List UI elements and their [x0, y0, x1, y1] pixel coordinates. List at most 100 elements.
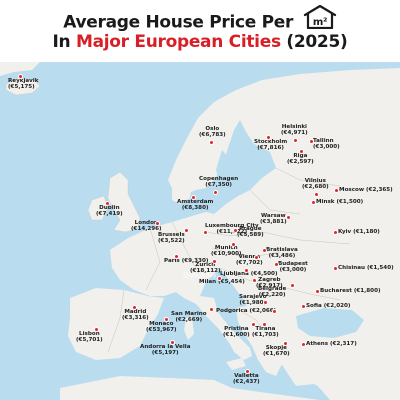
city-paris: Paris (€9,330)	[164, 254, 209, 264]
city-price: (€1,980)	[239, 300, 267, 307]
city-name: London	[134, 220, 158, 226]
city-price: (€1,500)	[336, 199, 364, 205]
city-sofia: Sofia (€2,020)	[301, 303, 351, 309]
city-marker	[262, 322, 267, 327]
city-marker	[262, 248, 267, 253]
city-name: Podgorica	[216, 308, 248, 314]
city-marker	[18, 74, 23, 79]
city-madrid: Madrid (€3,316)	[122, 305, 149, 322]
city-marker	[170, 340, 175, 345]
city-marker	[164, 317, 169, 322]
city-price: (€3,486)	[268, 253, 296, 260]
city-valletta: Valletta (€2,437)	[233, 369, 260, 386]
city-name: Andorra la Vella	[140, 344, 191, 350]
city-london: London (€14,296)	[131, 220, 162, 233]
city-price: (€2,365)	[366, 187, 393, 193]
city-price: (€2,917)	[256, 283, 283, 290]
city-price: (€5,454)	[218, 279, 245, 285]
city-milan: Milan (€5,454)	[199, 276, 245, 285]
city-name: Tallinn	[313, 138, 334, 144]
city-price: (€1,670)	[263, 351, 290, 358]
city-san-marino: San Marino (€2,669)	[171, 307, 214, 324]
city-name: Monaco	[149, 321, 174, 327]
city-price: (€2,317)	[330, 341, 357, 347]
city-marker	[233, 228, 238, 233]
city-marker	[209, 307, 214, 312]
city-vienna: Vienna (€7,702)	[236, 254, 263, 267]
city-name: Paris	[164, 258, 180, 264]
city-price: (€53,967)	[146, 327, 177, 334]
city-amsterdam: Amsterdam (€8,380)	[177, 195, 214, 212]
city-price: (€7,350)	[205, 182, 232, 189]
city-name: Luxembourg City	[205, 223, 259, 229]
city-marker	[299, 149, 304, 154]
title-suffix: (2025)	[286, 32, 348, 52]
city-marker	[132, 305, 137, 310]
city-luxembourg: Luxembourg City (€11,022)	[203, 223, 259, 236]
city-price: (€1,180)	[353, 229, 380, 235]
city-name: Moscow	[339, 187, 365, 193]
city-munich: Munich (€10,900)	[211, 242, 242, 258]
city-price: (€1,703)	[252, 332, 279, 339]
city-price: (€11,022)	[216, 229, 248, 236]
city-name: Stockholm	[254, 139, 288, 145]
city-name: Valletta	[234, 373, 259, 379]
city-oslo: Oslo (€6,783)	[199, 126, 226, 145]
city-price: (€3,881)	[260, 219, 287, 226]
city-marker	[286, 215, 291, 220]
city-zurich: Zurich (€18,112)	[190, 259, 221, 275]
city-price: (€4,500)	[250, 271, 278, 277]
city-warsaw: Warsaw (€3,881)	[260, 213, 291, 226]
city-name: Amsterdam	[177, 199, 214, 205]
city-helsinki: Helsinki (€4,971)	[281, 124, 308, 143]
title-text: Average House Price Per	[63, 12, 294, 33]
city-monaco: Monaco (€53,967)	[146, 317, 177, 334]
city-price: (€2,020)	[323, 303, 351, 309]
city-sarajevo: Sarajevo (€1,980)	[239, 294, 268, 307]
city-athens: Athens (€2,317)	[301, 341, 357, 347]
city-marker	[231, 242, 236, 247]
city-price: (€9,330)	[181, 258, 209, 264]
city-price: (€14,296)	[131, 226, 162, 233]
city-price: (€8,380)	[181, 205, 209, 212]
map-base	[0, 62, 400, 400]
city-pristina: Pristina (€1,600)	[223, 322, 256, 339]
city-name: Munich	[214, 245, 238, 251]
city-price: (€2,680)	[302, 184, 329, 191]
city-kyiv: Kyiv (€1,180)	[333, 229, 380, 235]
city-price: (€18,112)	[190, 268, 221, 275]
city-marker	[333, 266, 338, 271]
city-name: Copenhagen	[199, 176, 239, 182]
europe-map: @goodlday	[0, 62, 400, 400]
city-name: Sofia	[306, 303, 322, 309]
city-price: (€5,175)	[8, 84, 35, 91]
city-tirana: Tirana (€1,703)	[252, 322, 279, 339]
city-name: Athens	[306, 341, 329, 347]
city-name: Chisinau	[338, 265, 365, 271]
city-marker	[184, 228, 189, 233]
city-price: (€3,000)	[279, 267, 307, 274]
city-name: Zagreb	[258, 277, 281, 283]
city-marker	[212, 259, 217, 264]
city-minsk: Minsk (€1,500)	[311, 199, 364, 205]
city-zagreb: Zagreb (€2,917)	[252, 277, 283, 290]
city-price: (€6,783)	[199, 132, 226, 139]
city-marker	[334, 188, 339, 193]
city-price: (€5,589)	[237, 232, 264, 239]
city-bratislava: Bratislava (€3,486)	[262, 247, 298, 260]
city-marker	[290, 283, 295, 288]
city-price: (€3,522)	[158, 238, 185, 245]
city-marker	[209, 140, 214, 145]
city-name: Sarajevo	[239, 294, 267, 300]
city-moscow: Moscow (€2,365)	[334, 187, 393, 193]
city-price: (€2,597)	[287, 159, 314, 166]
title-line-1: Average House Price Per m²	[0, 4, 400, 37]
title-line-2: In Major European Cities (2025)	[0, 32, 400, 52]
city-name: Skopje	[265, 345, 287, 351]
city-podgorica: Podgorica (€2,066)	[216, 308, 277, 314]
city-marker	[155, 221, 160, 226]
city-copenhagen: Copenhagen (€7,350)	[199, 176, 239, 195]
city-marker	[314, 192, 319, 197]
city-marker	[105, 201, 110, 206]
city-price: (€7,419)	[96, 211, 123, 218]
